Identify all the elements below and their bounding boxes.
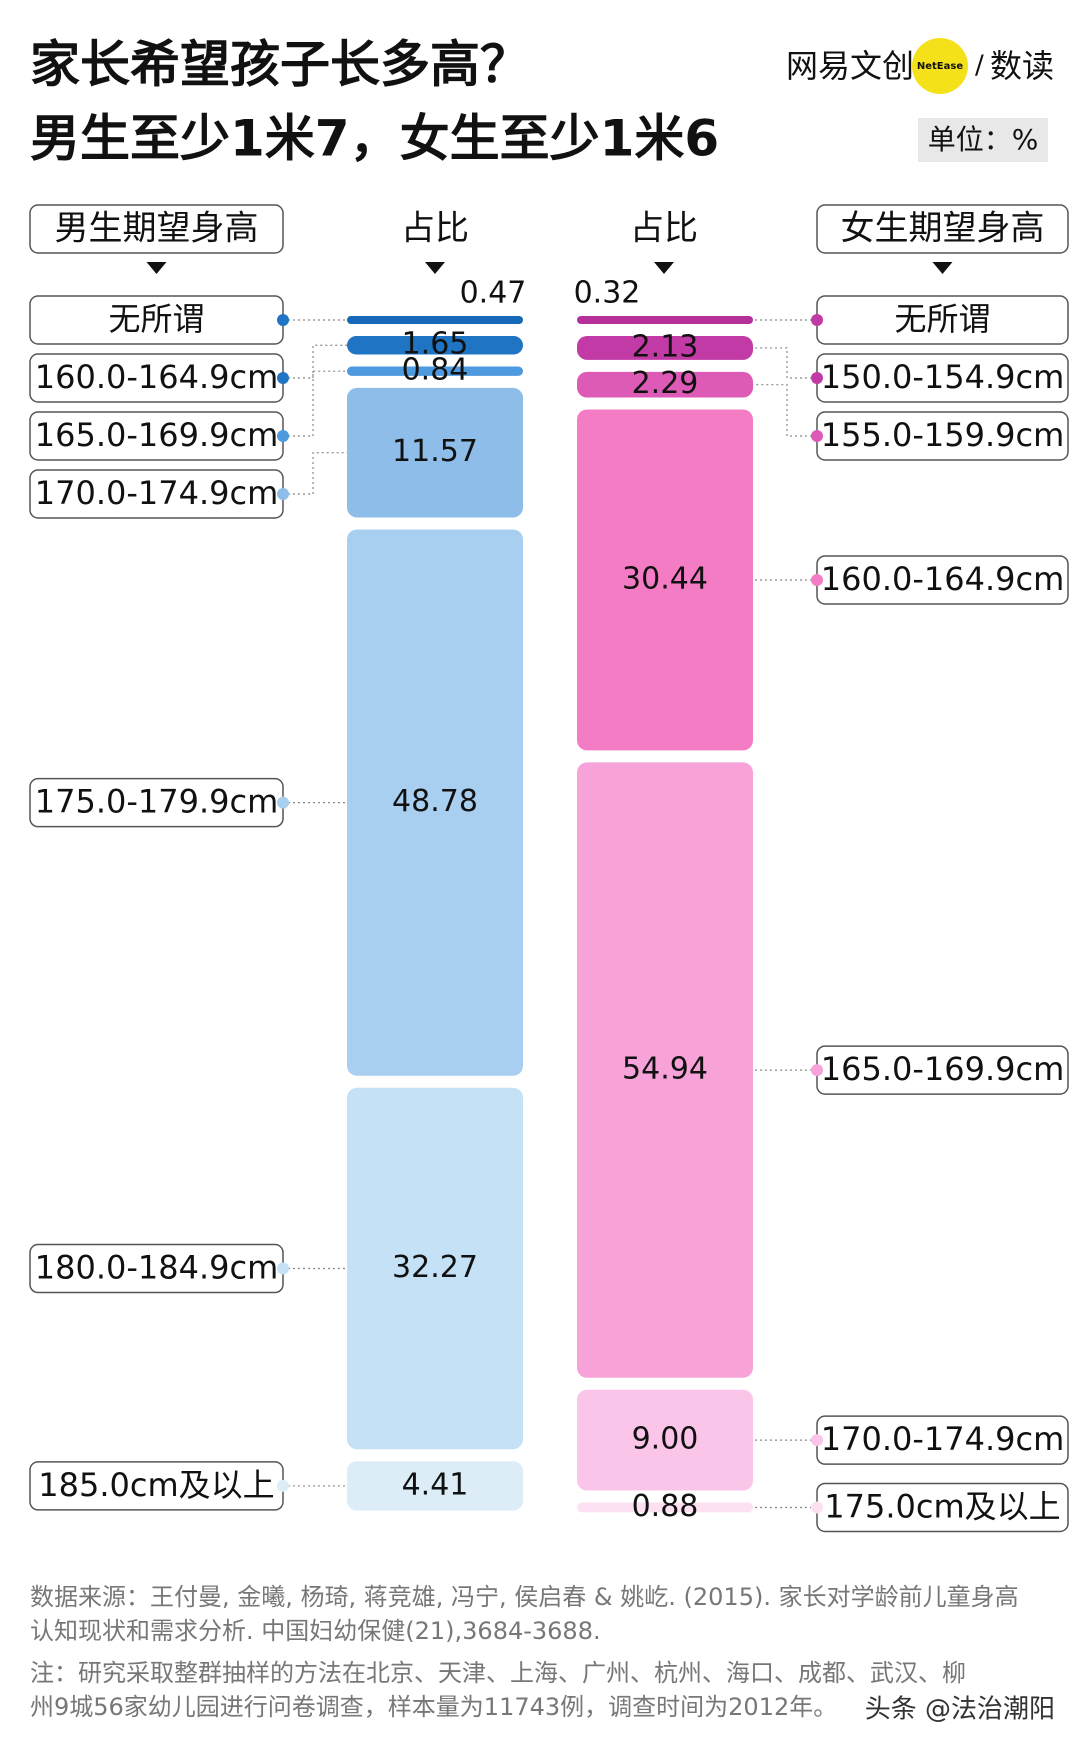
- connector: [753, 347, 817, 379]
- value-label: 54.94: [622, 1052, 708, 1087]
- arrow: [932, 262, 953, 274]
- watermark: 头条 @法治潮阳: [865, 1695, 1055, 1725]
- value-label: 0.88: [632, 1489, 699, 1524]
- bar-segment: [577, 1389, 753, 1491]
- category-label: 170.0-174.9cm: [821, 1420, 1065, 1458]
- connector-dot: [811, 573, 823, 586]
- connector-dot: [811, 1434, 823, 1447]
- connector-dot: [811, 430, 823, 442]
- value-label: 2.29: [632, 366, 699, 401]
- bar-segment: [347, 366, 523, 376]
- source-text: 认知现状和需求分析. 中国妇幼保健(21),3684-3688.: [30, 1617, 601, 1645]
- connector-dot: [811, 372, 823, 384]
- value-label: 48.78: [392, 784, 478, 819]
- connector-dot: [277, 372, 289, 384]
- category-label: 165.0-169.9cm: [821, 1050, 1065, 1088]
- note-text: 注：研究采取整群抽样的方法在北京、天津、上海、广州、杭州、海口、成都、武汉、柳: [30, 1659, 966, 1687]
- column-header: 女生期望身高: [841, 209, 1045, 249]
- unit-label: 单位：%: [928, 123, 1039, 156]
- connector-dot: [277, 1479, 289, 1492]
- brand: NetEase: [917, 61, 963, 72]
- value-label: 0.47: [460, 276, 527, 311]
- bar-segment: [577, 336, 753, 360]
- bar-segment: [577, 762, 753, 1378]
- brand-dot: [912, 38, 968, 94]
- connector-dot: [277, 1262, 289, 1275]
- value-label: 9.00: [632, 1422, 699, 1457]
- value-label: 4.41: [402, 1467, 469, 1502]
- connector: [283, 370, 347, 437]
- connector-dot: [811, 1064, 823, 1077]
- category-label: 160.0-164.9cm: [821, 560, 1065, 598]
- connector: [283, 452, 347, 495]
- chart-subtitle: 男生至少1米7，女生至少1米6: [30, 110, 719, 168]
- category-label: 185.0cm及以上: [38, 1466, 274, 1504]
- brand: 数读: [990, 47, 1054, 85]
- value-label: 30.44: [622, 561, 708, 596]
- connector-dot: [277, 796, 289, 809]
- bar-segment: [347, 529, 523, 1076]
- category-label: 150.0-154.9cm: [821, 358, 1065, 396]
- arrow: [425, 262, 445, 274]
- arrow: [654, 262, 674, 274]
- source-text: 数据来源：王付曼, 金曦, 杨琦, 蒋竞雄, 冯宁, 侯启春 & 姚屹. (20…: [30, 1583, 1019, 1611]
- connector-dot: [277, 314, 289, 326]
- connector-dot: [277, 430, 289, 442]
- value-label: 32.27: [392, 1250, 478, 1285]
- value-label: 11.57: [392, 434, 478, 469]
- category-label: 170.0-174.9cm: [35, 474, 279, 512]
- connector-dot: [811, 1501, 823, 1514]
- value-label: 1.65: [402, 327, 469, 362]
- bar-segment: [577, 409, 753, 751]
- category-label: 175.0cm及以上: [824, 1487, 1060, 1525]
- category-label: 160.0-164.9cm: [35, 358, 279, 396]
- value-label: 2.13: [632, 329, 699, 364]
- bar-segment: [347, 316, 523, 324]
- brand: 网易文创: [786, 47, 914, 85]
- bar-segment: [347, 1461, 523, 1511]
- category-label: 180.0-184.9cm: [35, 1249, 279, 1287]
- column-header: 男生期望身高: [55, 209, 259, 249]
- bar-segment: [347, 336, 523, 355]
- unit-box: [918, 118, 1048, 162]
- bar-segment: [347, 387, 523, 518]
- note-text: 州9城56家幼儿园进行问卷调查，样本量为11743例，调查时间为2012年。: [30, 1693, 837, 1721]
- bar-segment: [347, 1087, 523, 1450]
- bar-segment: [577, 316, 753, 324]
- connector: [283, 344, 347, 379]
- chart-title: 家长希望孩子长多高？: [30, 36, 530, 94]
- category-label: 155.0-159.9cm: [821, 416, 1065, 454]
- connector-dot: [811, 314, 823, 326]
- category-label: 无所谓: [894, 300, 990, 338]
- arrow: [146, 262, 167, 274]
- header-box: [29, 204, 284, 254]
- bar-segment: [577, 371, 753, 398]
- header-box: [816, 204, 1069, 254]
- category-label: 165.0-169.9cm: [35, 416, 279, 454]
- connector-dot: [277, 488, 289, 500]
- value-label: 0.32: [574, 276, 641, 311]
- category-label: 175.0-179.9cm: [35, 783, 279, 821]
- category-label: 无所谓: [108, 300, 204, 338]
- value-header: 占比: [401, 209, 469, 249]
- bar-segment: [577, 1502, 753, 1513]
- value-header: 占比: [630, 209, 698, 249]
- brand-slash: /: [975, 51, 984, 81]
- value-label: 0.84: [402, 353, 469, 388]
- connector: [753, 384, 817, 437]
